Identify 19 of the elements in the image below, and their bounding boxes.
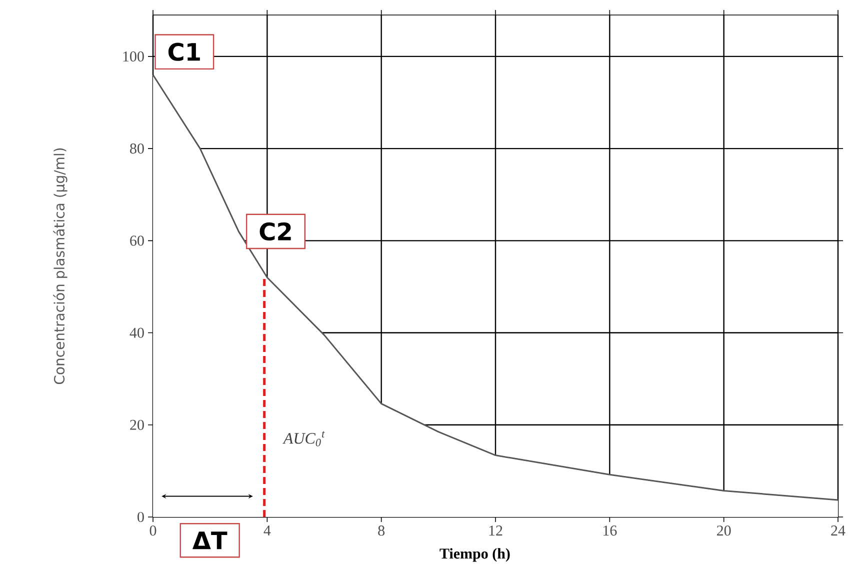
annotation: C1 [168,42,200,61]
y-tick-label: 0 [138,512,144,522]
annotation: C2 [260,222,291,241]
x-tick-label: 24 [831,526,846,536]
x-tick-label: 16 [603,526,617,536]
y-tick-label: 20 [130,420,144,430]
y-tick-label: 40 [130,328,144,338]
text: ΔT [192,532,228,550]
x-tick-label: 8 [378,526,385,536]
y-tick-label: 80 [130,143,144,154]
x-tick-label: 0 [150,526,156,536]
x-tick-label: 12 [489,526,502,536]
x-tick-label: 20 [716,526,731,536]
x-tick-label: 4 [264,526,271,536]
y-tick-label: 100 [123,51,144,62]
y-axis-title: Concentración plasmática (µg/ml) [53,148,68,384]
annotation: AUC$_{0}$t [282,431,325,446]
y-tick-label: 60 [130,236,144,246]
x-axis-title: Tiempo (h) [440,548,510,562]
